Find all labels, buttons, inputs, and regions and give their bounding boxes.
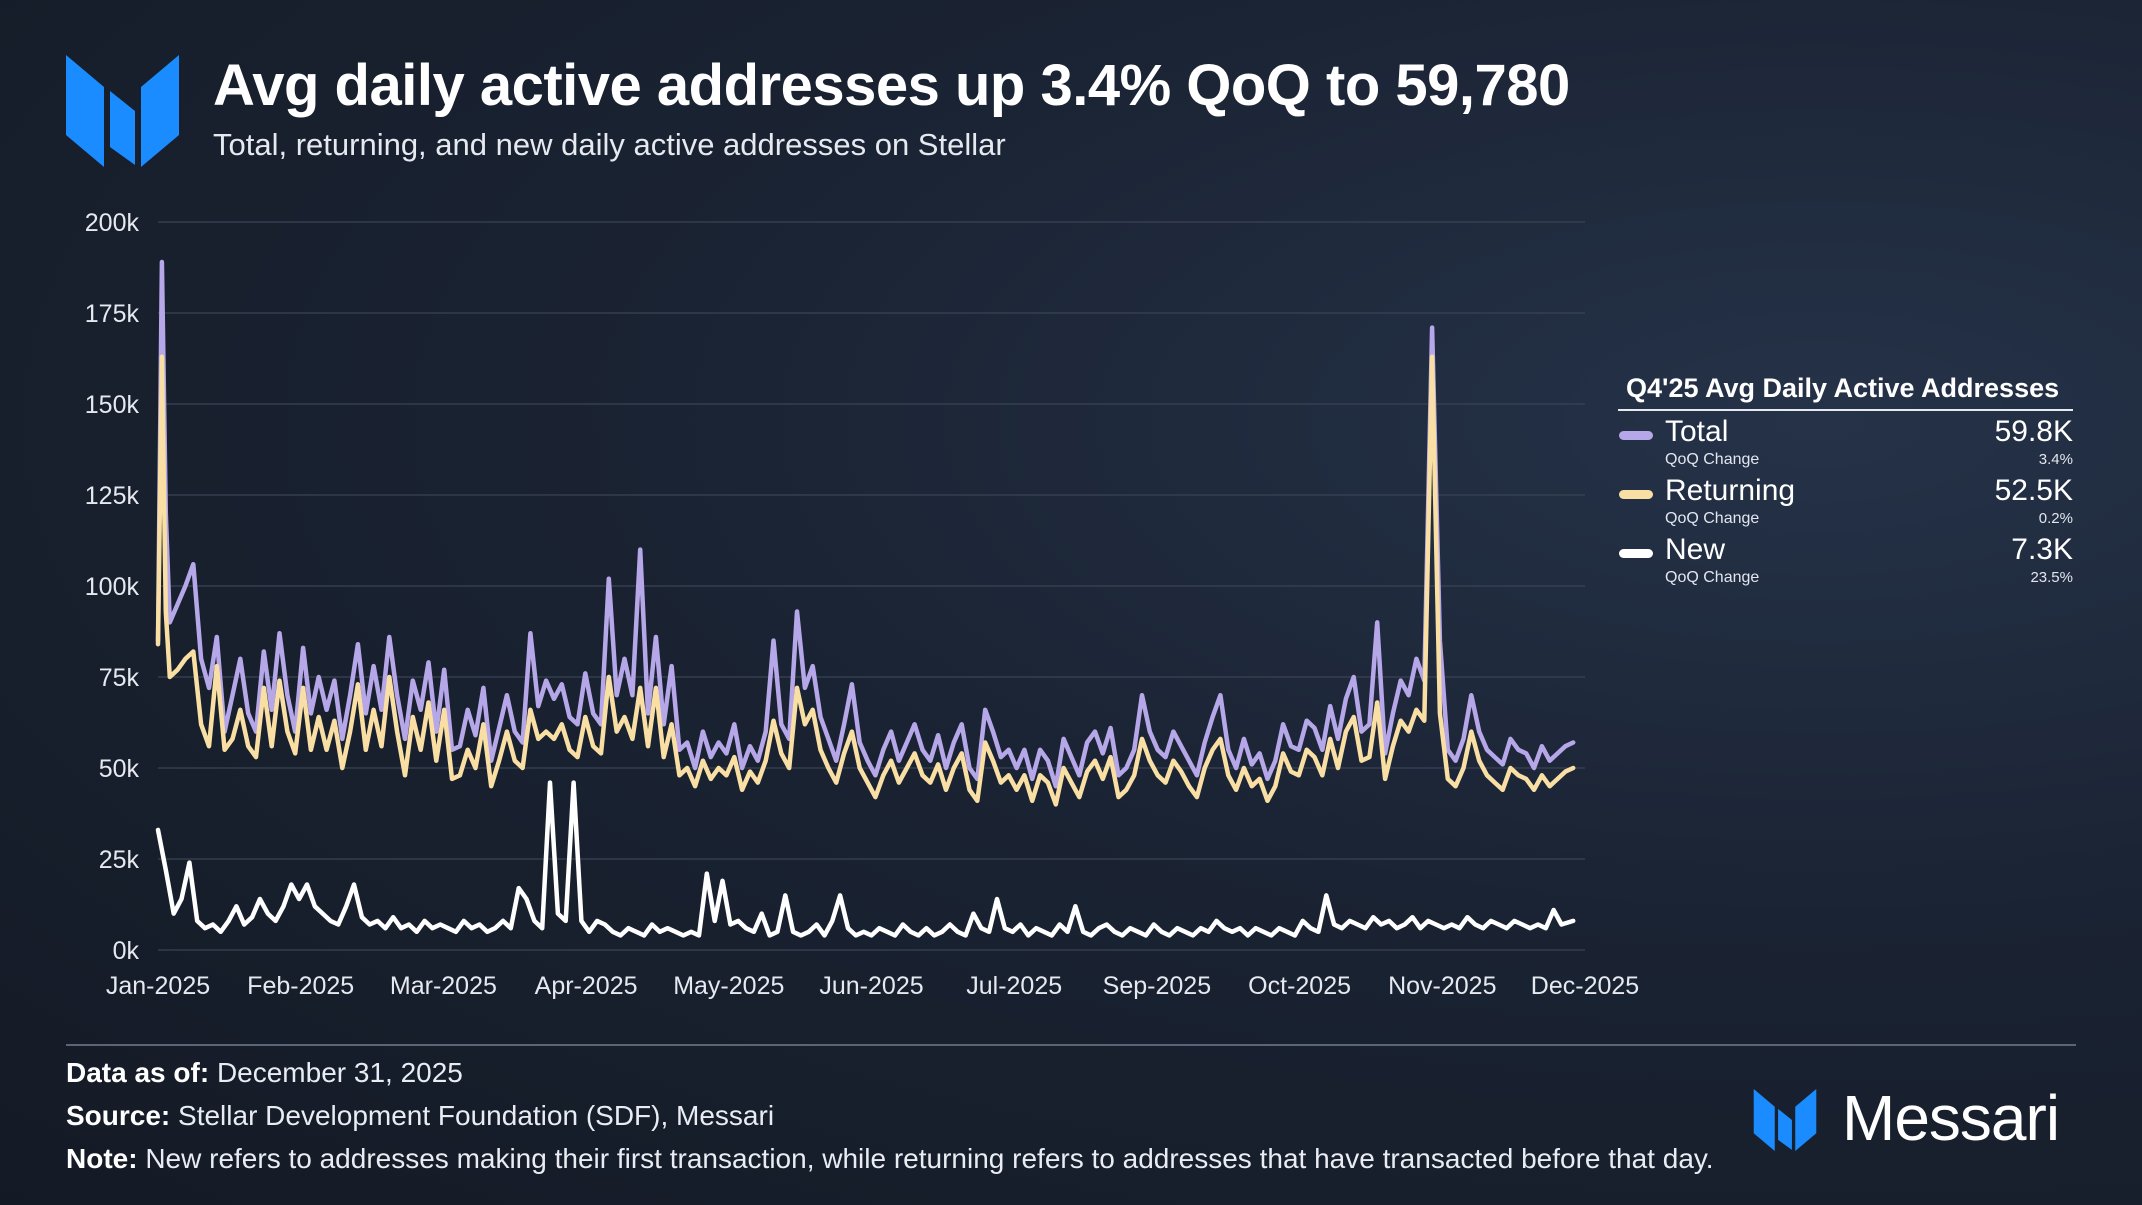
footer-data-as-of: Data as of: December 31, 2025 bbox=[66, 1057, 463, 1089]
y-tick-label: 200k bbox=[85, 209, 140, 237]
footer-note-label: Note: bbox=[66, 1143, 138, 1174]
x-tick-label: Jun-2025 bbox=[819, 972, 923, 1000]
footer-note: Note: New refers to addresses making the… bbox=[66, 1143, 1714, 1175]
brand-wordmark: Messari bbox=[1752, 1083, 2082, 1153]
legend-item-new: New QoQ Change 7.3K 23.5% bbox=[1618, 529, 2073, 588]
x-tick-label: Apr-2025 bbox=[535, 972, 638, 1000]
y-tick-label: 125k bbox=[85, 482, 140, 510]
legend-item-total: Total QoQ Change 59.8K 3.4% bbox=[1618, 411, 2073, 470]
footer-data-label: Data as of: bbox=[66, 1057, 210, 1088]
grid-layer bbox=[158, 221, 1585, 951]
y-tick-label: 50k bbox=[99, 755, 140, 783]
x-tick-label: Jan-2025 bbox=[106, 972, 210, 1000]
axis-layer: 0k 25k 50k 75k 100k 125k 150k 175k 200k Jan-2025 F… bbox=[85, 209, 1639, 1000]
series-line-total bbox=[155, 259, 1576, 789]
series-layer bbox=[155, 259, 1576, 938]
x-tick-label: Jul-2025 bbox=[966, 972, 1062, 1000]
y-tick-label: 150k bbox=[85, 391, 140, 419]
x-tick-label: Sep-2025 bbox=[1103, 972, 1211, 1000]
legend-name: Returning bbox=[1665, 474, 1796, 507]
x-tick-label: Oct-2025 bbox=[1248, 972, 1351, 1000]
messari-logo-icon bbox=[66, 55, 179, 167]
legend-swatch-new bbox=[1619, 549, 1653, 558]
legend-sub: QoQ Change bbox=[1665, 451, 1760, 468]
x-tick-label: Nov-2025 bbox=[1388, 972, 1496, 1000]
legend-name: Total bbox=[1665, 415, 1729, 448]
legend-name: New bbox=[1665, 533, 1726, 566]
x-tick-label: Dec-2025 bbox=[1531, 972, 1639, 1000]
series-line-returning bbox=[155, 354, 1576, 807]
legend-change: 23.5% bbox=[2030, 569, 2073, 586]
legend-change: 3.4% bbox=[2038, 451, 2073, 468]
footer-source-value: Stellar Development Foundation (SDF), Me… bbox=[178, 1100, 775, 1131]
footer-source-label: Source: bbox=[66, 1100, 171, 1131]
brand-name: Messari bbox=[1842, 1082, 2060, 1154]
legend: Q4'25 Avg Daily Active Addresses Total Q… bbox=[1618, 373, 2073, 588]
page-subtitle: Total, returning, and new daily active a… bbox=[213, 127, 1006, 162]
legend-value: 52.5K bbox=[1994, 474, 2073, 507]
y-tick-label: 25k bbox=[99, 846, 140, 874]
legend-value: 59.8K bbox=[1994, 415, 2073, 448]
legend-swatch-total bbox=[1619, 431, 1653, 440]
legend-value: 7.3K bbox=[2011, 533, 2073, 566]
legend-title: Q4'25 Avg Daily Active Addresses bbox=[1618, 373, 2073, 411]
y-tick-label: 75k bbox=[99, 664, 140, 692]
y-tick-label: 175k bbox=[85, 300, 140, 328]
legend-item-returning: Returning QoQ Change 52.5K 0.2% bbox=[1618, 470, 2073, 529]
footer-source: Source: Stellar Development Foundation (… bbox=[66, 1100, 774, 1132]
x-tick-label: Mar-2025 bbox=[390, 972, 497, 1000]
footer-divider bbox=[66, 1044, 2076, 1046]
footer-data-value: December 31, 2025 bbox=[216, 1057, 463, 1088]
y-tick-label: 100k bbox=[85, 573, 140, 601]
legend-sub: QoQ Change bbox=[1665, 510, 1760, 527]
messari-brand-icon bbox=[1753, 1089, 1817, 1151]
footer-note-value: New refers to addresses making their fir… bbox=[145, 1143, 1714, 1174]
legend-change: 0.2% bbox=[2038, 510, 2073, 527]
series-line-new bbox=[155, 780, 1576, 938]
page-title: Avg daily active addresses up 3.4% QoQ t… bbox=[213, 53, 1570, 118]
legend-swatch-returning bbox=[1619, 490, 1653, 499]
legend-sub: QoQ Change bbox=[1665, 569, 1760, 586]
x-tick-label: Feb-2025 bbox=[247, 972, 354, 1000]
y-tick-label: 0k bbox=[113, 937, 140, 965]
x-tick-label: May-2025 bbox=[673, 972, 784, 1000]
